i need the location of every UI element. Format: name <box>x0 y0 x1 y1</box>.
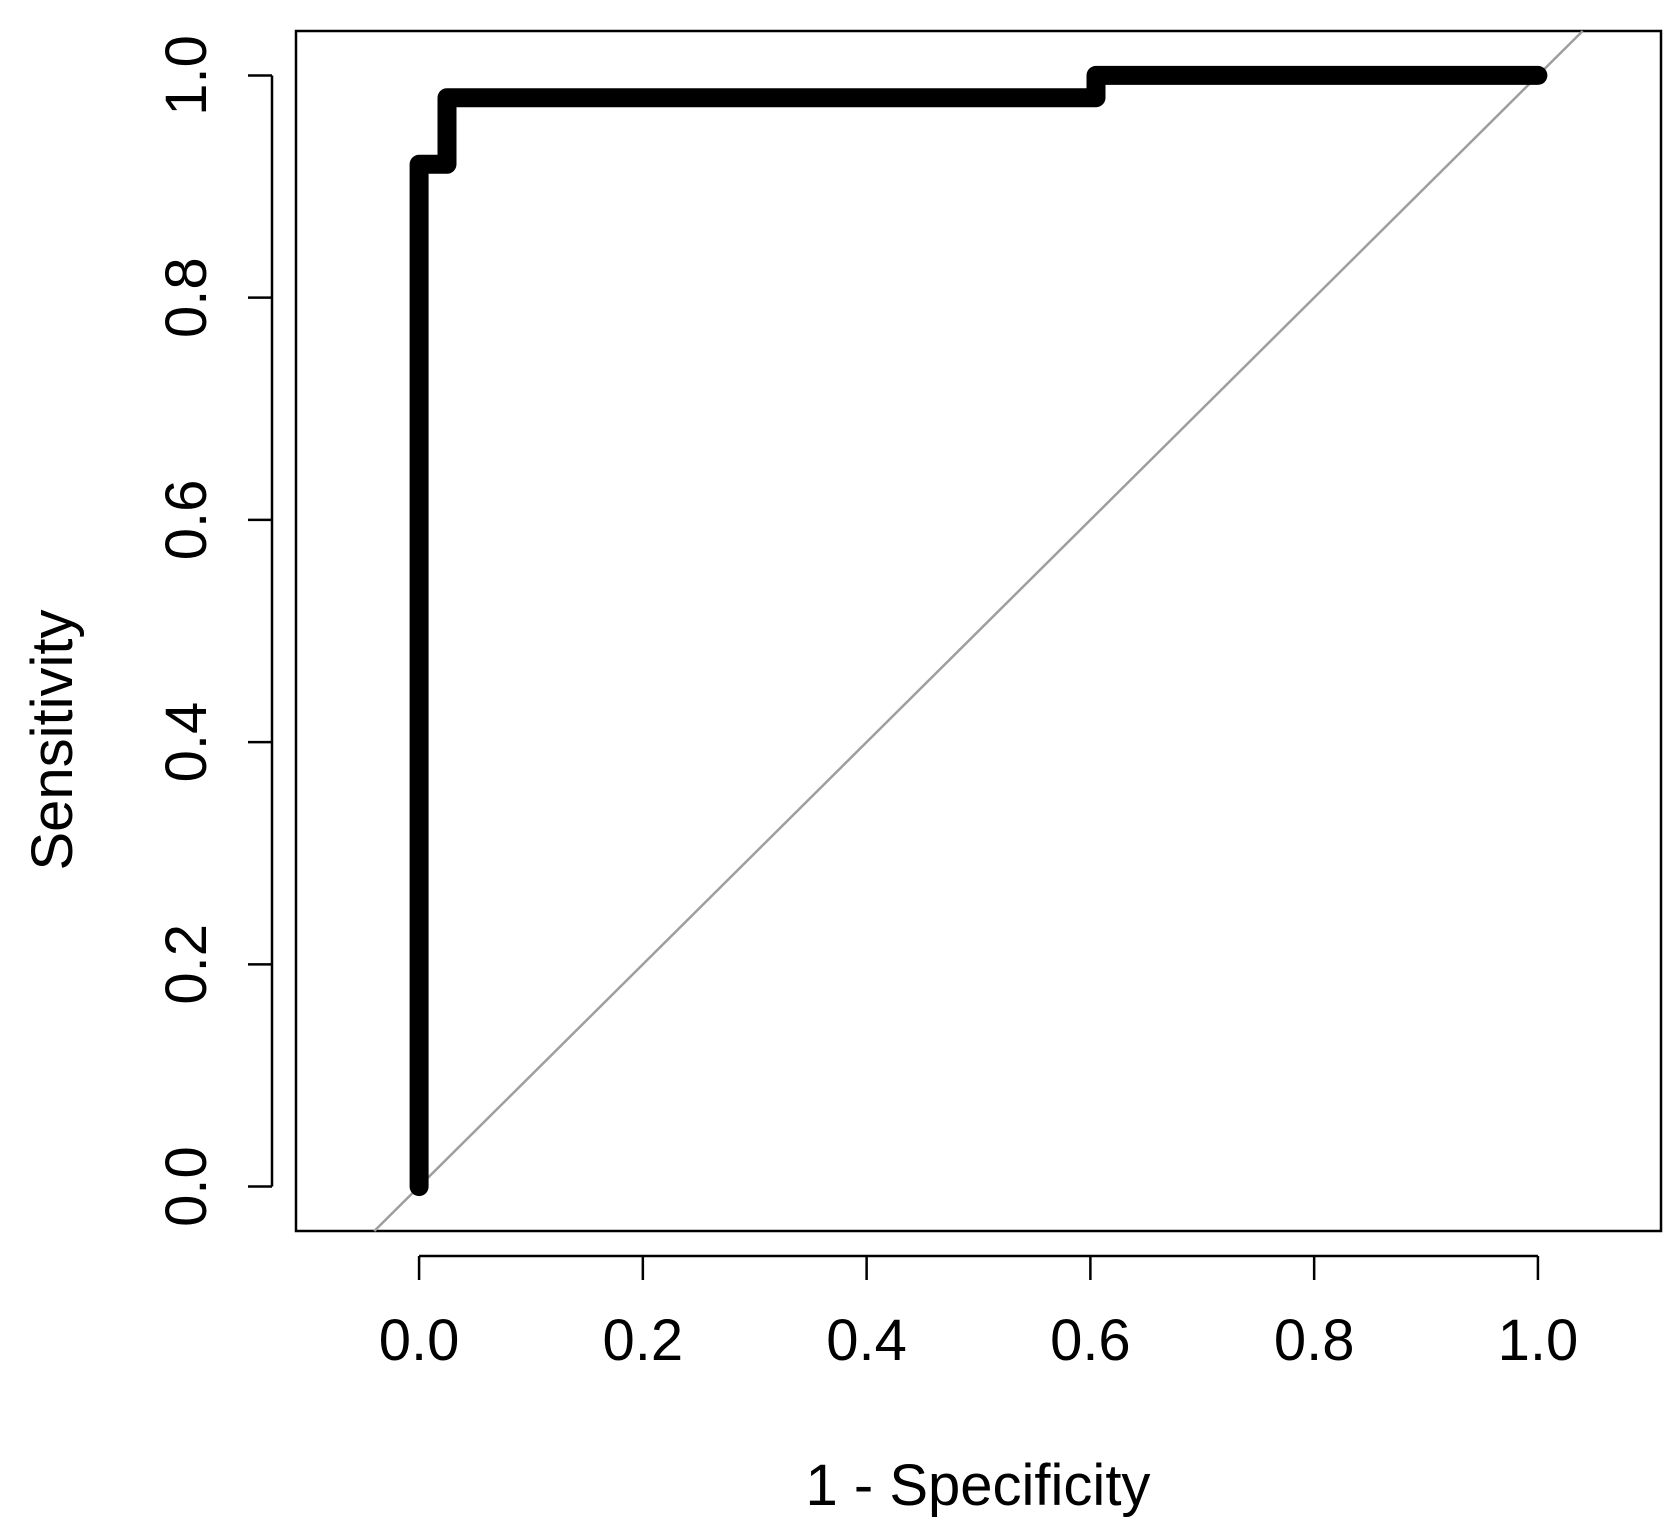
x-tick-label: 0.0 <box>379 1308 460 1373</box>
y-tick-label: 0.8 <box>154 257 219 338</box>
x-tick-label: 0.6 <box>1050 1308 1131 1373</box>
x-tick-label: 1.0 <box>1498 1308 1579 1373</box>
y-tick-label: 0.2 <box>154 924 219 1005</box>
y-tick-label: 0.4 <box>154 702 219 783</box>
x-axis: 0.0 0.2 0.4 0.6 0.8 1.0 <box>379 1254 1579 1373</box>
y-axis-label: Sensitivity <box>20 609 85 870</box>
reference-diagonal-line <box>373 30 1584 1232</box>
x-tick-label: 0.2 <box>603 1308 684 1373</box>
x-axis-label: 1 - Specificity <box>806 1453 1151 1518</box>
roc-curve-line <box>409 65 1548 1197</box>
x-tick-label: 0.4 <box>826 1308 907 1373</box>
y-tick-label: 0.0 <box>154 1146 219 1227</box>
plot-frame <box>294 29 1663 1233</box>
x-tick-label: 0.8 <box>1274 1308 1355 1373</box>
plot-area <box>373 30 1584 1232</box>
y-tick-label: 0.6 <box>154 480 219 561</box>
y-tick-label: 1.0 <box>154 35 219 116</box>
y-axis: 0.0 0.2 0.4 0.6 0.8 1.0 <box>154 35 274 1227</box>
